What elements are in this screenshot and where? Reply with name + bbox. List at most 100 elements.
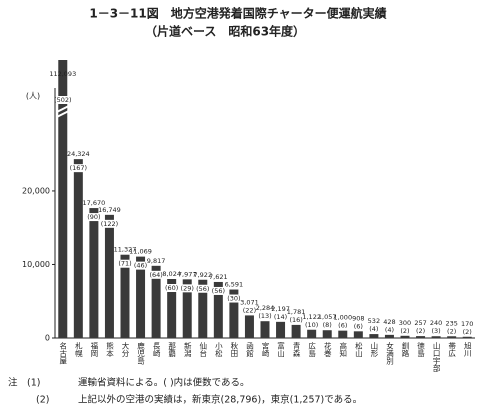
x-tick-label: 旭川: [463, 341, 472, 358]
value-label: 2,284: [256, 304, 275, 312]
flight-label: (30): [227, 295, 240, 303]
x-tick-label: 仙台: [199, 341, 208, 359]
plot-area: [58, 60, 472, 339]
value-label: 11,069: [129, 248, 152, 256]
value-label: 1,781: [287, 308, 306, 316]
bar: [120, 254, 130, 338]
chart-subtitle: （片道ベース 昭和63年度）: [145, 24, 305, 39]
value-label: 1,122: [302, 313, 321, 321]
bar: [447, 336, 457, 338]
flight-label: (6): [338, 322, 347, 330]
note-text: 上記以外の空港の実績は，新東京(28,796)，東京(1,257)である。: [78, 394, 362, 406]
flight-label-bg: [460, 327, 474, 336]
flight-label-bg: [305, 320, 319, 329]
flight-label: (3): [432, 327, 441, 335]
flight-label-bg: [242, 306, 256, 315]
flight-label-bg: [367, 325, 381, 334]
value-label: 2,197: [271, 305, 290, 313]
flight-label: (8): [323, 321, 332, 329]
value-label: 257: [414, 319, 426, 327]
x-tick-label: 大分: [121, 341, 130, 359]
x-tick-label: 宮崎: [261, 341, 270, 358]
x-tick-label: 花巻: [323, 341, 332, 358]
flight-label: (2): [416, 327, 425, 335]
bar: [400, 335, 410, 338]
x-tick-label: 広島: [307, 341, 316, 359]
x-tick-label: 長崎: [152, 342, 161, 358]
flight-label: (10): [305, 321, 318, 329]
value-label: 532: [368, 317, 380, 325]
flight-label: (16): [289, 316, 302, 324]
value-label: 6,591: [225, 281, 244, 289]
bar: [136, 256, 146, 338]
flight-label: (60): [165, 284, 178, 292]
y-tick-label: 0: [45, 334, 50, 343]
flight-label: (90): [87, 213, 100, 221]
flight-label-bg: [102, 219, 116, 228]
flight-label: (46): [134, 262, 147, 270]
x-tick-label: 札幌: [74, 341, 83, 359]
value-label: 7,621: [209, 273, 228, 281]
value-label: 428: [383, 318, 395, 326]
flight-label-bg: [211, 286, 225, 295]
value-label: 1,000: [333, 314, 352, 322]
x-tick-label: 名古屋: [59, 341, 68, 366]
bar: [369, 334, 379, 338]
value-label: 17,670: [83, 199, 106, 207]
value-label: 1,057: [318, 313, 337, 321]
x-tick-label: 新潟: [183, 341, 192, 359]
x-tick-label: 青森: [292, 341, 301, 359]
bar: [431, 336, 441, 338]
flight-label-bg: [274, 312, 288, 321]
value-label: 11,327: [114, 246, 137, 254]
flight-label: (2): [463, 328, 472, 336]
flight-label: (29): [181, 284, 194, 292]
flight-label-bg: [180, 284, 194, 293]
bar: [104, 214, 114, 338]
flight-label-bg: [320, 321, 334, 330]
y-axis-label: (人): [26, 92, 40, 101]
y-tick-label: 10,000: [22, 260, 50, 269]
flight-label-bg: [445, 327, 459, 336]
x-tick-label: 帯広: [447, 341, 456, 359]
flight-label: (6): [354, 322, 363, 330]
flight-label-bg: [351, 322, 365, 331]
flight-label-bg: [196, 284, 210, 293]
axis-break: [56, 110, 70, 118]
value-label: 908: [352, 314, 364, 322]
flight-label-bg: [165, 284, 179, 292]
flight-label-bg: [71, 164, 85, 173]
value-label: 8,024: [162, 270, 181, 278]
bar: [260, 321, 270, 338]
flight-label: (64): [149, 271, 162, 279]
value-label: 300: [399, 319, 411, 327]
flight-label-bg: [382, 325, 396, 334]
bar: [353, 331, 363, 338]
note-marker: (2): [36, 395, 49, 406]
flight-label: (2): [447, 327, 456, 335]
x-tick-label: 釧路: [401, 341, 410, 358]
flight-label-bg: [414, 327, 428, 336]
flight-label-bg: [149, 270, 163, 279]
y-tick-label: 20,000: [22, 186, 50, 195]
bar: [322, 330, 332, 338]
x-tick-label: 熊本: [105, 341, 114, 359]
flight-label-bg: [336, 321, 350, 330]
bar: [73, 159, 83, 338]
bar: [244, 315, 254, 338]
bar: [462, 336, 472, 338]
flight-label-bg: [118, 259, 132, 268]
flight-label: (13): [258, 312, 271, 320]
x-tick-label: 鹿児島: [136, 341, 145, 366]
x-tick-label: 秋田: [230, 341, 239, 359]
x-tick-label: 女満別: [385, 341, 394, 366]
flight-label: (56): [212, 287, 225, 295]
flight-label-bg: [56, 96, 70, 104]
bar: [182, 279, 192, 338]
flight-label: (14): [274, 313, 287, 321]
x-tick-label: 徳島: [416, 341, 425, 359]
flight-label: (167): [70, 164, 87, 172]
x-tick-label: 富山: [277, 341, 286, 359]
x-tick-label: 高知: [339, 341, 348, 359]
flight-label-bg: [398, 326, 412, 335]
